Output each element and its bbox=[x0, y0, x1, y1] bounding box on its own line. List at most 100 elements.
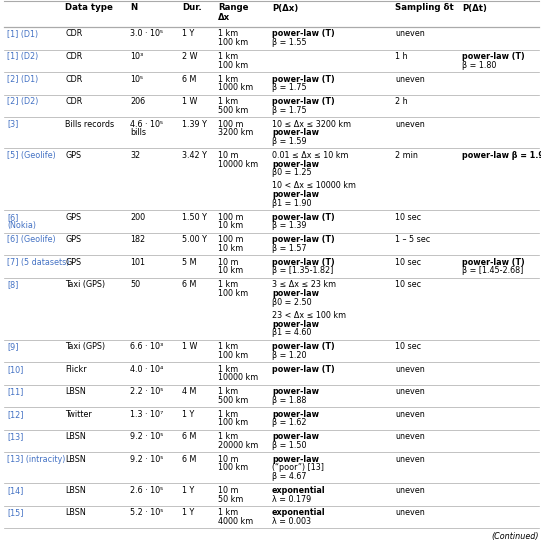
Text: β = 1.80: β = 1.80 bbox=[462, 60, 497, 70]
Text: 50 km: 50 km bbox=[218, 495, 243, 504]
Text: [9]: [9] bbox=[7, 342, 18, 351]
Text: uneven: uneven bbox=[395, 432, 425, 441]
Text: β = 4.67: β = 4.67 bbox=[272, 472, 306, 481]
Text: power-law (T): power-law (T) bbox=[272, 235, 335, 244]
Text: 100 km: 100 km bbox=[218, 463, 248, 473]
Text: Taxi (GPS): Taxi (GPS) bbox=[65, 280, 105, 289]
Text: 1000 km: 1000 km bbox=[218, 83, 253, 92]
Text: 4000 km: 4000 km bbox=[218, 517, 253, 526]
Text: 1 km: 1 km bbox=[218, 29, 238, 39]
Text: uneven: uneven bbox=[395, 387, 425, 396]
Text: power-law: power-law bbox=[272, 128, 319, 137]
Text: 1 km: 1 km bbox=[218, 387, 238, 396]
Text: 1 km: 1 km bbox=[218, 97, 238, 106]
Text: LBSN: LBSN bbox=[65, 455, 86, 464]
Text: bills: bills bbox=[130, 128, 147, 137]
Text: 182: 182 bbox=[130, 235, 146, 244]
Text: power-law (T): power-law (T) bbox=[272, 75, 335, 83]
Text: LBSN: LBSN bbox=[65, 387, 86, 396]
Text: 6 M: 6 M bbox=[182, 432, 196, 441]
Text: uneven: uneven bbox=[395, 75, 425, 83]
Text: [11]: [11] bbox=[7, 387, 23, 396]
Text: 1 – 5 sec: 1 – 5 sec bbox=[395, 235, 431, 244]
Text: power-law: power-law bbox=[272, 289, 319, 298]
Text: β = 1.59: β = 1.59 bbox=[272, 137, 307, 146]
Text: 2.2 · 10⁵: 2.2 · 10⁵ bbox=[130, 387, 164, 396]
Text: Bills records: Bills records bbox=[65, 119, 114, 129]
Text: β1 = 4.60: β1 = 4.60 bbox=[272, 329, 311, 337]
Text: 2 W: 2 W bbox=[182, 52, 197, 61]
Text: 1.50 Y: 1.50 Y bbox=[182, 213, 207, 222]
Text: N: N bbox=[130, 3, 137, 13]
Text: β0 = 2.50: β0 = 2.50 bbox=[272, 298, 312, 307]
Text: power-law (T): power-law (T) bbox=[272, 342, 335, 351]
Text: 1 W: 1 W bbox=[182, 342, 197, 351]
Text: 32: 32 bbox=[130, 151, 141, 160]
Text: 9.2 · 10⁵: 9.2 · 10⁵ bbox=[130, 455, 164, 464]
Text: β = 1.50: β = 1.50 bbox=[272, 441, 306, 450]
Text: uneven: uneven bbox=[395, 29, 425, 39]
Text: [2] (D1): [2] (D1) bbox=[7, 75, 38, 83]
Text: 101: 101 bbox=[130, 258, 146, 267]
Text: 10 < Δx ≤ 10000 km: 10 < Δx ≤ 10000 km bbox=[272, 181, 356, 190]
Text: P(Δx): P(Δx) bbox=[272, 3, 298, 13]
Text: 10 m: 10 m bbox=[218, 151, 239, 160]
Text: power-law (T): power-law (T) bbox=[272, 365, 335, 374]
Text: [10]: [10] bbox=[7, 365, 23, 374]
Text: GPS: GPS bbox=[65, 235, 81, 244]
Text: Range: Range bbox=[218, 3, 248, 13]
Text: 1 km: 1 km bbox=[218, 508, 238, 517]
Text: P(Δt): P(Δt) bbox=[462, 3, 487, 13]
Text: power-law (T): power-law (T) bbox=[462, 52, 525, 61]
Text: λ = 0.003: λ = 0.003 bbox=[272, 517, 311, 526]
Text: CDR: CDR bbox=[65, 75, 82, 83]
Text: 10⁵: 10⁵ bbox=[130, 75, 143, 83]
Text: β = 1.39: β = 1.39 bbox=[272, 221, 306, 231]
Text: 500 km: 500 km bbox=[218, 396, 248, 405]
Text: 206: 206 bbox=[130, 97, 146, 106]
Text: 9.2 · 10⁵: 9.2 · 10⁵ bbox=[130, 432, 164, 441]
Text: 1 km: 1 km bbox=[218, 365, 238, 374]
Text: 100 km: 100 km bbox=[218, 60, 248, 70]
Text: [13]: [13] bbox=[7, 432, 23, 441]
Text: uneven: uneven bbox=[395, 508, 425, 517]
Text: 1 km: 1 km bbox=[218, 52, 238, 61]
Text: (Continued): (Continued) bbox=[492, 532, 539, 541]
Text: 10 sec: 10 sec bbox=[395, 213, 421, 222]
Text: β0 = 1.25: β0 = 1.25 bbox=[272, 168, 312, 177]
Text: power-law: power-law bbox=[272, 410, 319, 419]
Text: 10000 km: 10000 km bbox=[218, 160, 258, 168]
Text: 20000 km: 20000 km bbox=[218, 441, 258, 450]
Text: Twitter: Twitter bbox=[65, 410, 92, 419]
Text: β = 1.55: β = 1.55 bbox=[272, 38, 307, 47]
Text: 0.01 ≤ Δx ≤ 10 km: 0.01 ≤ Δx ≤ 10 km bbox=[272, 151, 348, 160]
Text: 6 M: 6 M bbox=[182, 455, 196, 464]
Text: Data type: Data type bbox=[65, 3, 113, 13]
Text: uneven: uneven bbox=[395, 455, 425, 464]
Text: LBSN: LBSN bbox=[65, 432, 86, 441]
Text: power-law: power-law bbox=[272, 455, 319, 464]
Text: β1 = 1.90: β1 = 1.90 bbox=[272, 199, 312, 208]
Text: 10 sec: 10 sec bbox=[395, 258, 421, 267]
Text: 4.0 · 10⁴: 4.0 · 10⁴ bbox=[130, 365, 164, 374]
Text: power-law: power-law bbox=[272, 160, 319, 168]
Text: β = [1.35-1.82]: β = [1.35-1.82] bbox=[272, 267, 333, 275]
Text: 100 km: 100 km bbox=[218, 351, 248, 360]
Text: [15]: [15] bbox=[7, 508, 23, 517]
Text: power-law: power-law bbox=[272, 387, 319, 396]
Text: 1 Y: 1 Y bbox=[182, 508, 194, 517]
Text: 50: 50 bbox=[130, 280, 141, 289]
Text: 23 < Δx ≤ 100 km: 23 < Δx ≤ 100 km bbox=[272, 311, 346, 320]
Text: β = 1.62: β = 1.62 bbox=[272, 419, 306, 427]
Text: 100 m: 100 m bbox=[218, 119, 243, 129]
Text: power-law (T): power-law (T) bbox=[272, 213, 335, 222]
Text: 2 h: 2 h bbox=[395, 97, 408, 106]
Text: 100 m: 100 m bbox=[218, 213, 243, 222]
Text: Dur.: Dur. bbox=[182, 3, 202, 13]
Text: 5.2 · 10⁵: 5.2 · 10⁵ bbox=[130, 508, 164, 517]
Text: (“poor”) [13]: (“poor”) [13] bbox=[272, 463, 324, 473]
Text: [2] (D2): [2] (D2) bbox=[7, 97, 38, 106]
Text: 10 sec: 10 sec bbox=[395, 342, 421, 351]
Text: 3.42 Y: 3.42 Y bbox=[182, 151, 207, 160]
Text: [7] (5 datasets): [7] (5 datasets) bbox=[7, 258, 69, 267]
